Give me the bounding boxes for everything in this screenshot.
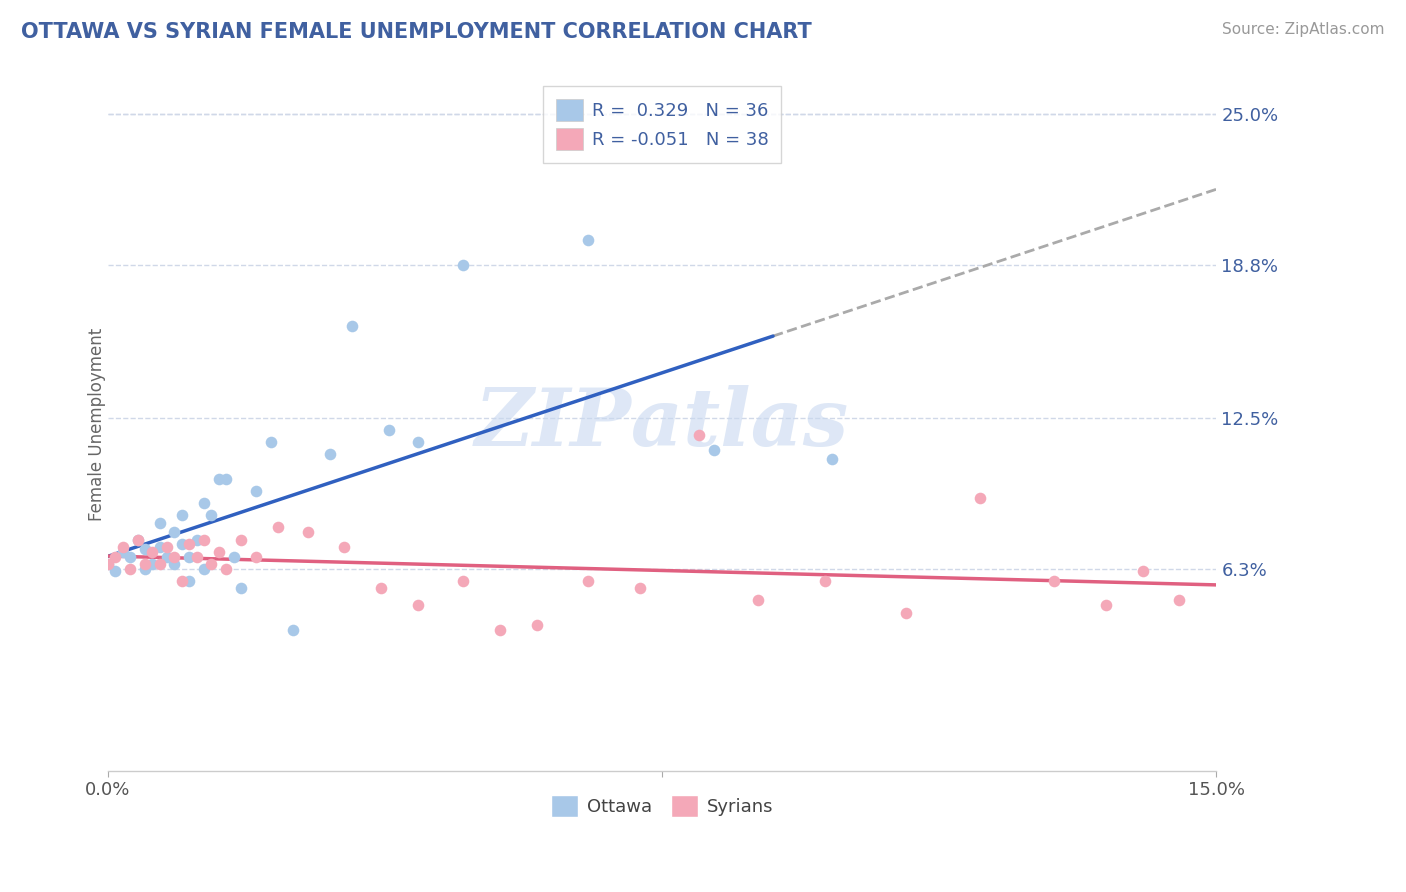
Point xyxy=(120,562,142,576)
Point xyxy=(747,593,769,607)
Point xyxy=(97,557,120,571)
Text: Source: ZipAtlas.com: Source: ZipAtlas.com xyxy=(1222,22,1385,37)
Point xyxy=(170,508,193,523)
Point xyxy=(408,435,430,450)
Point xyxy=(97,557,120,571)
Point xyxy=(814,574,837,588)
Point xyxy=(526,617,548,632)
Point xyxy=(318,447,340,461)
Point xyxy=(1094,599,1116,613)
Point xyxy=(193,562,215,576)
Point xyxy=(111,540,134,554)
Point xyxy=(104,564,127,578)
Point xyxy=(156,549,179,564)
Point xyxy=(111,545,134,559)
Point xyxy=(222,549,245,564)
Point xyxy=(267,520,290,534)
Point xyxy=(163,525,186,540)
Point xyxy=(821,452,844,467)
Point xyxy=(193,496,215,510)
Point xyxy=(170,574,193,588)
Point xyxy=(259,435,281,450)
Point xyxy=(120,549,142,564)
Point xyxy=(127,533,149,547)
Point xyxy=(127,533,149,547)
Point xyxy=(576,574,599,588)
Y-axis label: Female Unemployment: Female Unemployment xyxy=(89,327,105,521)
Point xyxy=(186,549,208,564)
Point xyxy=(245,483,267,498)
Point xyxy=(149,557,172,571)
Point xyxy=(215,472,238,486)
Point xyxy=(1132,564,1154,578)
Point xyxy=(179,537,201,551)
Point xyxy=(688,428,710,442)
Point xyxy=(1168,593,1191,607)
Point xyxy=(370,581,392,595)
Point xyxy=(208,545,231,559)
Point xyxy=(141,557,163,571)
Point xyxy=(134,562,156,576)
Point xyxy=(281,623,304,637)
Point xyxy=(163,557,186,571)
Point xyxy=(229,581,252,595)
Point xyxy=(208,472,231,486)
Point xyxy=(340,318,363,333)
Point xyxy=(179,549,201,564)
Point xyxy=(229,533,252,547)
Point xyxy=(215,562,238,576)
Point xyxy=(134,542,156,557)
Point xyxy=(628,581,651,595)
Point xyxy=(149,516,172,530)
Point xyxy=(703,442,725,457)
Point xyxy=(245,549,267,564)
Point xyxy=(179,574,201,588)
Point xyxy=(1043,574,1066,588)
Point xyxy=(156,540,179,554)
Point xyxy=(104,549,127,564)
Point xyxy=(134,557,156,571)
Legend: Ottawa, Syrians: Ottawa, Syrians xyxy=(544,788,780,824)
Text: ZIP​atlas: ZIP​atlas xyxy=(475,385,849,463)
Point xyxy=(576,234,599,248)
Point xyxy=(894,606,917,620)
Point xyxy=(297,525,319,540)
Point xyxy=(378,423,401,437)
Point xyxy=(193,533,215,547)
Point xyxy=(200,508,222,523)
Point xyxy=(333,540,356,554)
Point xyxy=(186,533,208,547)
Text: OTTAWA VS SYRIAN FEMALE UNEMPLOYMENT CORRELATION CHART: OTTAWA VS SYRIAN FEMALE UNEMPLOYMENT COR… xyxy=(21,22,811,42)
Point xyxy=(163,549,186,564)
Point xyxy=(170,537,193,551)
Point xyxy=(408,599,430,613)
Point xyxy=(488,623,510,637)
Point xyxy=(200,557,222,571)
Point xyxy=(141,545,163,559)
Point xyxy=(451,574,474,588)
Point xyxy=(149,540,172,554)
Point xyxy=(969,491,991,506)
Point xyxy=(451,258,474,272)
